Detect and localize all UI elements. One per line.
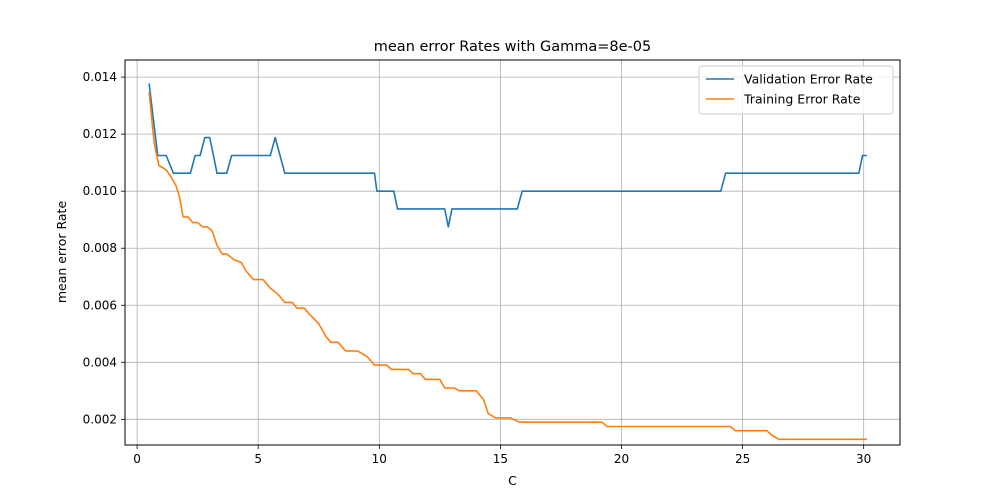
series-lines: [148, 83, 867, 441]
y-tick-label: 0.002: [83, 412, 117, 426]
grid: [125, 60, 900, 445]
training-error-line: [148, 91, 867, 441]
validation-error-line: [148, 83, 867, 228]
x-tick-label: 10: [372, 452, 387, 466]
legend-box: [698, 65, 894, 115]
legend: Validation Error Rate Training Error Rat…: [698, 65, 894, 115]
legend-label-training: Training Error Rate: [743, 92, 861, 107]
chart-title: mean error Rates with Gamma=8e-05: [374, 39, 651, 55]
x-axis-ticks: 0 5 10 15 20 25 30: [133, 445, 871, 466]
x-axis-label: C: [508, 473, 517, 488]
plot-area: [125, 60, 900, 445]
y-tick-label: 0.010: [83, 184, 117, 198]
y-tick-label: 0.012: [83, 127, 117, 141]
x-tick-label: 30: [856, 452, 871, 466]
x-tick-label: 15: [493, 452, 508, 466]
y-axis-label: mean error Rate: [54, 201, 69, 304]
y-tick-label: 0.006: [83, 298, 117, 312]
plot-frame: [124, 59, 901, 446]
y-axis-ticks: 0.002 0.004 0.006 0.008 0.010 0.012 0.014: [83, 70, 125, 426]
x-tick-label: 5: [254, 452, 262, 466]
x-tick-label: 0: [133, 452, 141, 466]
x-tick-label: 25: [735, 452, 750, 466]
y-tick-label: 0.004: [83, 355, 117, 369]
y-tick-label: 0.008: [83, 241, 117, 255]
y-tick-label: 0.014: [83, 70, 117, 84]
legend-label-validation: Validation Error Rate: [744, 72, 873, 87]
x-tick-label: 20: [614, 452, 629, 466]
